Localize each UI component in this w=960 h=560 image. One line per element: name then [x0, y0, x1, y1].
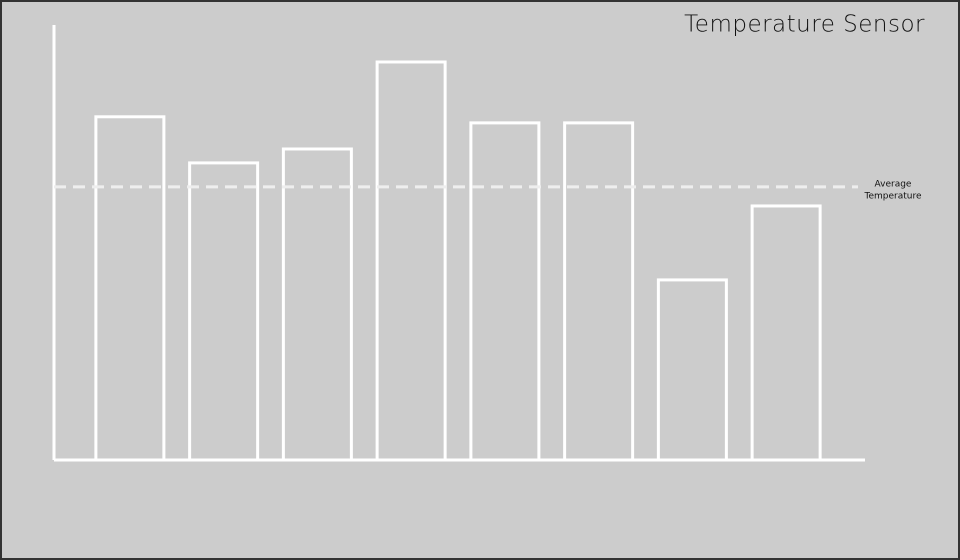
bar	[469, 121, 541, 462]
reference-label: Temperature	[863, 191, 921, 201]
bar	[94, 115, 166, 462]
chart-title: Temperature Sensor	[684, 12, 925, 38]
bar	[750, 204, 822, 462]
bar	[281, 147, 353, 462]
bar	[375, 60, 447, 462]
bar	[563, 121, 635, 462]
bar	[188, 161, 260, 462]
reference-label: Average	[875, 179, 912, 189]
bar	[656, 278, 728, 462]
